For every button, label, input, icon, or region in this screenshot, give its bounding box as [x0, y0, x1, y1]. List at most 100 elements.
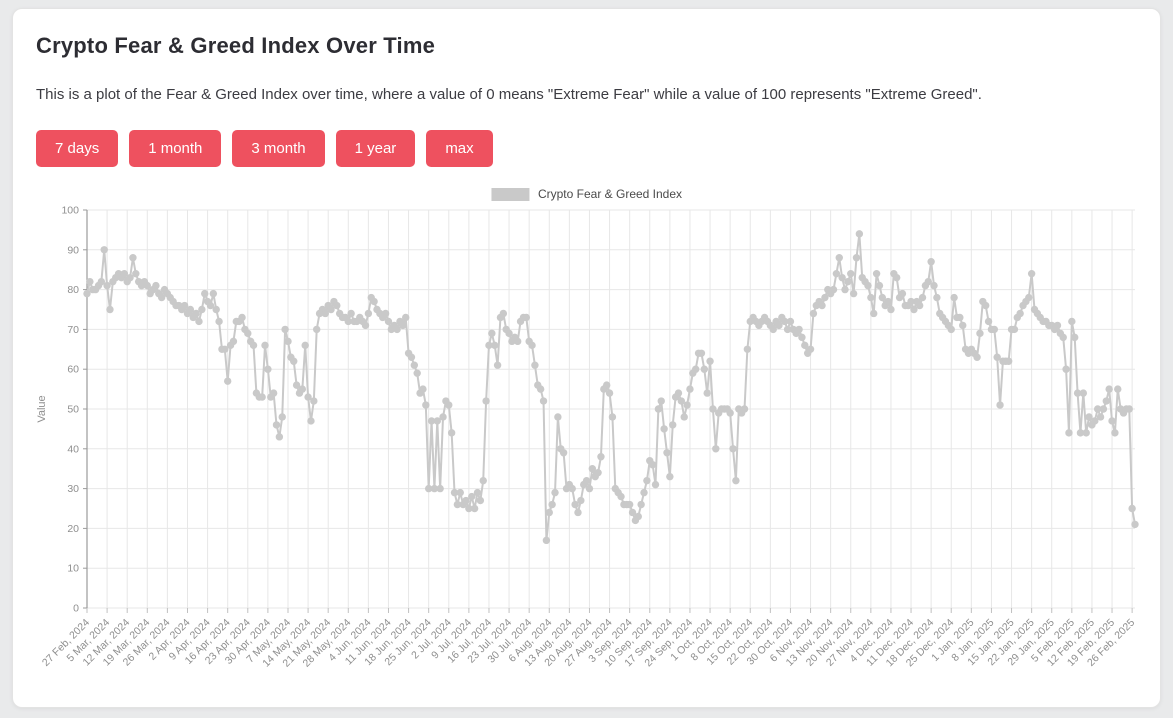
data-point [132, 269, 140, 278]
data-point [867, 293, 875, 302]
data-point [648, 461, 657, 469]
data-point [292, 381, 301, 389]
range-button-3-month[interactable]: 3 month [232, 130, 325, 167]
data-point [427, 417, 436, 425]
data-point [1105, 385, 1113, 393]
data-point [261, 341, 269, 350]
data-point [585, 484, 594, 493]
data-point [847, 269, 855, 278]
data-point [536, 385, 545, 393]
data-point [1085, 413, 1093, 421]
data-point [924, 277, 932, 286]
data-point [1091, 417, 1099, 425]
data-point [129, 254, 137, 262]
data-point [692, 365, 700, 373]
y-tick-label: 100 [61, 205, 79, 217]
data-point [884, 297, 892, 306]
data-point [577, 496, 585, 505]
range-button-1-year[interactable]: 1 year [335, 130, 416, 167]
data-point [1004, 357, 1013, 365]
data-point [982, 301, 990, 310]
data-point [479, 476, 487, 485]
data-point [835, 254, 843, 262]
data-point [86, 277, 94, 286]
data-point [809, 309, 818, 318]
data-point [605, 389, 614, 397]
data-point [686, 385, 694, 393]
data-point [491, 341, 499, 350]
data-point [640, 488, 648, 497]
data-point [281, 325, 289, 334]
y-tick-label: 70 [67, 324, 79, 336]
data-point [206, 301, 215, 310]
data-point [344, 317, 352, 326]
data-point [275, 433, 284, 441]
data-point [574, 508, 582, 517]
data-point [439, 413, 447, 421]
data-point [103, 281, 111, 290]
data-point [996, 401, 1004, 409]
data-point [959, 321, 967, 330]
data-point [743, 345, 752, 353]
y-axis-title: Value [36, 395, 48, 422]
data-point [697, 349, 706, 357]
page-title: Crypto Fear & Greed Index Over Time [36, 33, 436, 58]
data-point [493, 361, 502, 369]
data-point [597, 453, 605, 461]
data-point [821, 293, 829, 302]
data-point [915, 301, 924, 310]
data-point [829, 285, 838, 294]
data-point [97, 277, 106, 286]
data-point [729, 445, 737, 453]
data-point [663, 449, 671, 457]
data-point [832, 269, 841, 278]
data-point [430, 484, 439, 493]
range-button-max[interactable]: max [426, 130, 493, 167]
range-button-1-month[interactable]: 1 month [129, 130, 222, 167]
data-point [1125, 405, 1133, 413]
data-point [201, 289, 209, 298]
data-point [677, 397, 686, 405]
data-point [700, 365, 709, 373]
data-point [485, 341, 493, 350]
data-point [798, 333, 806, 342]
y-tick-label: 50 [67, 404, 79, 416]
data-point [1053, 321, 1062, 330]
data-point [106, 305, 114, 314]
data-point [1073, 389, 1082, 397]
data-point [674, 389, 683, 397]
data-point [304, 393, 312, 401]
data-point [223, 377, 232, 385]
data-point [364, 309, 373, 318]
data-point [801, 341, 809, 350]
range-button-7-days[interactable]: 7 days [36, 130, 119, 167]
data-point [284, 337, 292, 346]
data-point [436, 484, 444, 493]
data-point [278, 413, 286, 421]
data-point [419, 385, 427, 393]
data-point [258, 393, 266, 401]
data-point [1111, 429, 1119, 437]
data-point [399, 321, 407, 330]
data-point [1131, 520, 1139, 529]
data-point [143, 281, 151, 290]
data-point [1076, 429, 1085, 437]
data-point [1079, 389, 1088, 397]
data-point [582, 476, 591, 485]
data-point [740, 405, 749, 413]
data-point [209, 289, 218, 298]
data-point [238, 313, 246, 322]
data-point [554, 413, 562, 421]
data-point [1128, 504, 1136, 513]
data-point [402, 313, 410, 322]
data-point [654, 405, 663, 413]
data-point [307, 417, 315, 425]
data-point [321, 309, 330, 318]
data-point [212, 305, 220, 314]
data-point [976, 329, 984, 338]
data-point [450, 488, 459, 497]
data-point [298, 385, 307, 393]
y-tick-label: 10 [67, 563, 79, 575]
data-point [571, 500, 579, 509]
